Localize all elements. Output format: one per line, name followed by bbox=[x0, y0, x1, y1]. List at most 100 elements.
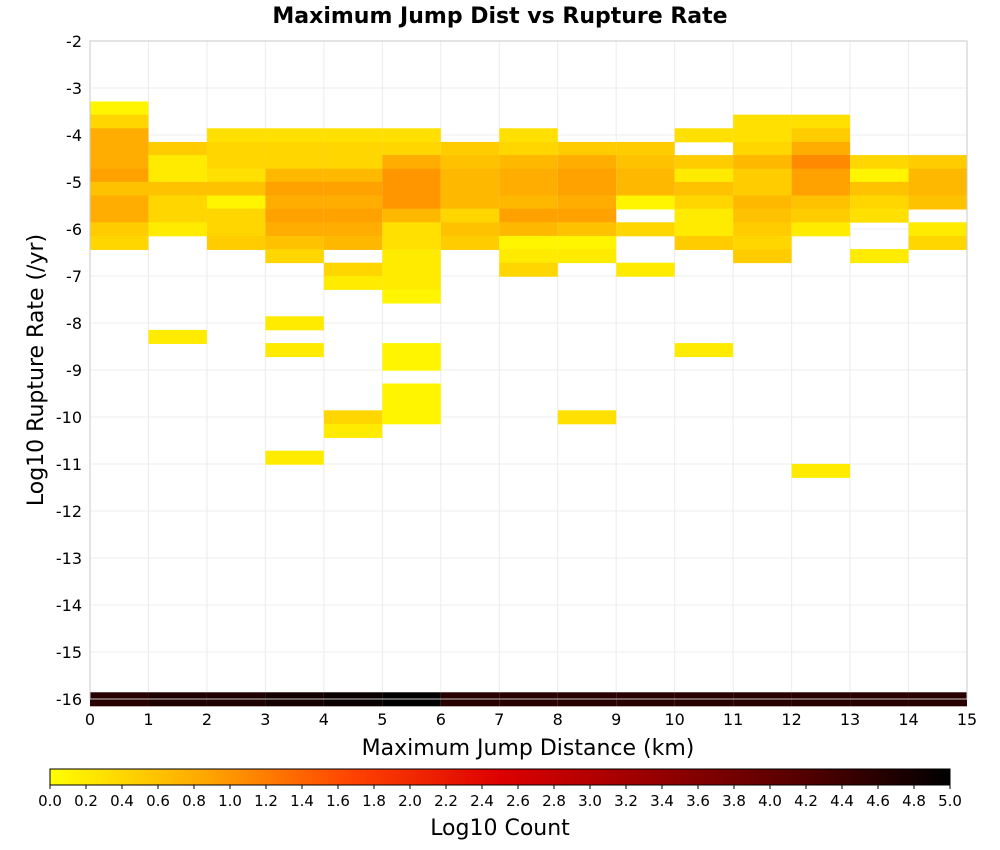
heatmap-cell bbox=[674, 343, 734, 358]
heatmap-cell bbox=[148, 141, 207, 156]
heatmap-cell bbox=[733, 181, 792, 196]
colorbar bbox=[49, 768, 951, 786]
heatmap-cell bbox=[148, 181, 207, 196]
heatmap-cell bbox=[440, 141, 500, 156]
heatmap-cell bbox=[148, 208, 207, 223]
heatmap-cell bbox=[850, 168, 909, 183]
heatmap-cell bbox=[733, 128, 792, 143]
heatmap-cell bbox=[557, 195, 617, 210]
colorbar-tick-label: 0.4 bbox=[110, 792, 134, 810]
heatmap-cell bbox=[148, 155, 207, 170]
heatmap-cell bbox=[90, 155, 149, 170]
colorbar-tick-label: 4.8 bbox=[902, 792, 926, 810]
x-tick-label: 2 bbox=[202, 710, 212, 729]
heatmap-cell bbox=[382, 275, 441, 290]
colorbar-tick-label: 3.2 bbox=[614, 792, 638, 810]
heatmap-cell bbox=[850, 195, 909, 210]
heatmap-cell bbox=[557, 249, 617, 264]
heatmap-cell bbox=[791, 114, 851, 129]
heatmap-cells bbox=[90, 101, 967, 707]
colorbar-tick-label: 4.2 bbox=[794, 792, 818, 810]
heatmap-cell bbox=[908, 168, 967, 183]
colorbar-tick-label: 3.4 bbox=[650, 792, 674, 810]
heatmap-cell bbox=[557, 222, 617, 237]
heatmap-cell bbox=[323, 423, 383, 438]
heatmap-cell bbox=[206, 235, 266, 250]
heatmap-cell bbox=[440, 181, 500, 196]
heatmap-cell bbox=[265, 181, 324, 196]
x-axis-ticks: 0 1 2 3 4 5 6 7 8 9 10 11 12 13 14 15 bbox=[85, 710, 977, 729]
heatmap-cell bbox=[616, 262, 675, 277]
heatmap-cell bbox=[323, 222, 383, 237]
heatmap-cell bbox=[674, 128, 734, 143]
heatmap-cell bbox=[323, 410, 383, 425]
heatmap-cell bbox=[733, 208, 792, 223]
heatmap-cell bbox=[323, 208, 383, 223]
heatmap-cell bbox=[499, 168, 558, 183]
heatmap-cell bbox=[557, 181, 617, 196]
heatmap-cell bbox=[733, 195, 792, 210]
y-tick-label: -9 bbox=[66, 361, 82, 380]
heatmap-cell bbox=[616, 168, 675, 183]
y-tick-label: -12 bbox=[56, 502, 82, 521]
heatmap-cell bbox=[148, 329, 207, 344]
heatmap-cell bbox=[440, 208, 500, 223]
colorbar-tick-label: 0.8 bbox=[182, 792, 206, 810]
heatmap-cell bbox=[265, 195, 324, 210]
heatmap-cell bbox=[90, 208, 149, 223]
y-tick-label: -4 bbox=[66, 126, 82, 145]
heatmap-cell bbox=[206, 128, 266, 143]
heatmap-cell bbox=[90, 114, 149, 129]
heatmap-cell bbox=[382, 222, 441, 237]
y-tick-label: -15 bbox=[56, 643, 82, 662]
heatmap-cell bbox=[733, 155, 792, 170]
heatmap-cell bbox=[791, 181, 851, 196]
heatmap-cell bbox=[499, 208, 558, 223]
heatmap-cell bbox=[382, 356, 441, 371]
heatmap-cell bbox=[90, 195, 149, 210]
heatmap-cell bbox=[440, 195, 500, 210]
heatmap-cell bbox=[265, 168, 324, 183]
heatmap-cell bbox=[674, 168, 734, 183]
heatmap-cell bbox=[499, 141, 558, 156]
chart-title: Maximum Jump Dist vs Rupture Rate bbox=[272, 4, 727, 29]
heatmap-cell bbox=[265, 155, 324, 170]
colorbar-tick-label: 5.0 bbox=[938, 792, 962, 810]
x-tick-label: 13 bbox=[840, 710, 860, 729]
heatmap-cell bbox=[499, 235, 558, 250]
heatmap-cell bbox=[265, 208, 324, 223]
heatmap-cell bbox=[382, 168, 441, 183]
heatmap-cell bbox=[674, 181, 734, 196]
x-tick-label: 5 bbox=[377, 710, 387, 729]
colorbar-tick-label: 2.6 bbox=[506, 792, 530, 810]
y-tick-label: -6 bbox=[66, 220, 82, 239]
heatmap-cell bbox=[791, 463, 851, 478]
colorbar-tick-label: 1.0 bbox=[218, 792, 242, 810]
heatmap-cell bbox=[557, 155, 617, 170]
y-axis-ticks: -2 -3 -4 -5 -6 -7 -8 -9 -10 -11 -12 -13 -14 -15 -16 bbox=[56, 32, 82, 709]
heatmap-cell bbox=[382, 396, 441, 411]
colorbar-tick-label: 2.8 bbox=[542, 792, 566, 810]
heatmap-cell bbox=[90, 235, 149, 250]
colorbar-tick-label: 4.4 bbox=[830, 792, 854, 810]
heatmap-cell bbox=[323, 128, 383, 143]
heatmap-cell bbox=[557, 208, 617, 223]
heatmap-cell bbox=[499, 128, 558, 143]
heatmap-cell bbox=[265, 343, 324, 358]
heatmap-cell bbox=[323, 181, 383, 196]
heatmap-cell bbox=[674, 235, 734, 250]
heatmap-cell bbox=[90, 168, 149, 183]
y-tick-label: -2 bbox=[66, 32, 82, 51]
heatmap-cell bbox=[206, 141, 266, 156]
colorbar-tick-label: 0.2 bbox=[74, 792, 98, 810]
x-tick-label: 4 bbox=[319, 710, 329, 729]
heatmap-cell bbox=[499, 155, 558, 170]
heatmap-cell bbox=[908, 181, 967, 196]
y-tick-label: -5 bbox=[66, 173, 82, 192]
heatmap-cell bbox=[616, 155, 675, 170]
heatmap-cell bbox=[616, 141, 675, 156]
x-axis-label: Maximum Jump Distance (km) bbox=[362, 736, 695, 761]
x-tick-label: 10 bbox=[664, 710, 684, 729]
x-tick-label: 6 bbox=[436, 710, 446, 729]
